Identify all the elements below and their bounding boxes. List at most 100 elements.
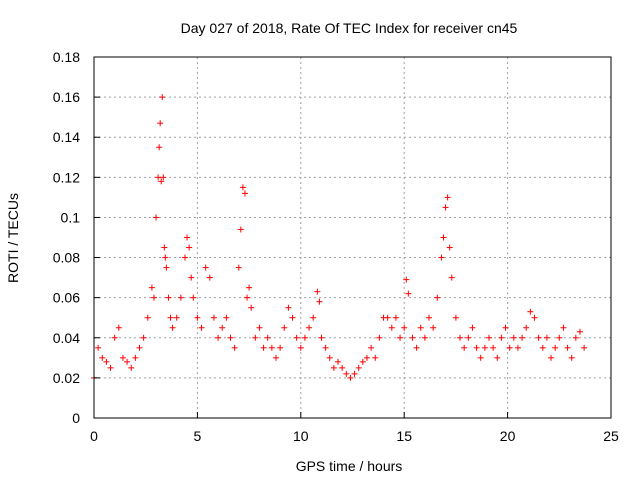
data-point [392, 314, 399, 321]
y-axis-ticks: 0 0.02 0.04 0.06 0.08 0.1 0.12 0.14 0.16 0.18 [53, 49, 100, 426]
data-point [227, 334, 234, 341]
data-point [95, 344, 102, 351]
data-point [527, 308, 534, 315]
data-point [231, 344, 238, 351]
data-point [409, 334, 416, 341]
data-point [465, 334, 472, 341]
data-point [477, 354, 484, 361]
data-point [564, 344, 571, 351]
data-point [252, 334, 259, 341]
chart-title: Day 027 of 2018, Rate Of TEC Index for r… [181, 20, 518, 36]
data-point [335, 358, 342, 365]
data-point [190, 294, 197, 301]
data-point [401, 324, 408, 331]
data-point [188, 274, 195, 281]
y-tick-label: 0.1 [61, 209, 81, 225]
data-point [268, 344, 275, 351]
x-tick-label: 20 [500, 428, 516, 444]
data-point [572, 334, 579, 341]
data-point [155, 174, 162, 181]
data-point [506, 344, 513, 351]
data-point [461, 344, 468, 351]
data-point [157, 120, 164, 127]
data-point [543, 334, 550, 341]
data-point [150, 294, 157, 301]
y-tick-label: 0.08 [53, 250, 80, 266]
data-point [388, 324, 395, 331]
data-point [576, 328, 583, 335]
data-point [272, 354, 279, 361]
data-point [452, 314, 459, 321]
data-point [413, 344, 420, 351]
data-point [167, 314, 174, 321]
data-point [235, 264, 242, 271]
data-point [115, 324, 122, 331]
data-point [519, 334, 526, 341]
data-point [198, 324, 205, 331]
data-point [384, 314, 391, 321]
data-point [510, 334, 517, 341]
data-point [161, 244, 168, 251]
data-point [339, 364, 346, 371]
y-axis-label: ROTI / TECUs [5, 193, 21, 283]
data-point [158, 178, 165, 185]
data-point [128, 364, 135, 371]
data-point [372, 354, 379, 361]
data-point [434, 294, 441, 301]
data-point [124, 358, 131, 365]
plot-frame [93, 56, 612, 419]
data-point [502, 324, 509, 331]
data-point [552, 344, 559, 351]
data-point [444, 194, 451, 201]
data-point [239, 184, 246, 191]
data-point [494, 354, 501, 361]
data-point [186, 244, 193, 251]
data-point [421, 334, 428, 341]
data-point [111, 334, 118, 341]
data-point [297, 344, 304, 351]
data-point [293, 334, 300, 341]
x-tick-label: 25 [603, 428, 619, 444]
data-point [107, 364, 114, 371]
data-point [535, 334, 542, 341]
y-tick-label: 0.16 [53, 89, 80, 105]
data-point [156, 144, 163, 151]
data-point [523, 324, 530, 331]
data-point [442, 204, 449, 211]
data-point [438, 254, 445, 261]
grid [94, 57, 611, 418]
data-point [219, 324, 226, 331]
x-tick-label: 10 [293, 428, 309, 444]
y-tick-label: 0 [72, 410, 80, 426]
y-tick-label: 0.06 [53, 290, 80, 306]
data-point [289, 314, 296, 321]
data-point [202, 264, 209, 271]
data-point [397, 334, 404, 341]
data-point [165, 294, 172, 301]
data-point [417, 324, 424, 331]
data-points [91, 94, 588, 381]
data-point [241, 190, 248, 197]
x-tick-label: 5 [194, 428, 202, 444]
y-tick-label: 0.02 [53, 370, 80, 386]
data-point [260, 344, 267, 351]
x-axis-label: GPS time / hours [296, 458, 403, 474]
data-point [363, 354, 370, 361]
y-tick-label: 0.18 [53, 49, 80, 65]
data-point [244, 294, 251, 301]
data-point [163, 264, 170, 271]
data-point [405, 290, 412, 297]
data-point [301, 334, 308, 341]
data-point [440, 234, 447, 241]
data-point [277, 344, 284, 351]
data-point [162, 254, 169, 261]
data-point [306, 324, 313, 331]
data-point [446, 244, 453, 251]
data-point [223, 314, 230, 321]
data-point [316, 298, 323, 305]
data-point [310, 314, 317, 321]
data-point [426, 314, 433, 321]
data-point [457, 334, 464, 341]
data-point [99, 354, 106, 361]
